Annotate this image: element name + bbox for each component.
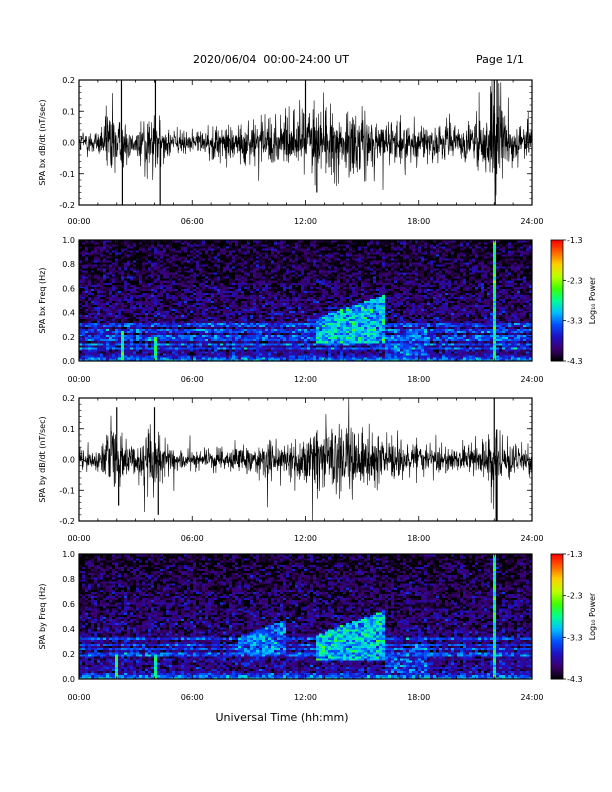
x-tick-label: 06:00 <box>181 217 204 226</box>
x-tick-label: 18:00 <box>407 534 430 543</box>
y-tick-label: -0.1 <box>59 170 75 179</box>
x-tick-label: 06:00 <box>181 693 204 702</box>
colorbar-tick-label: -3.3 <box>567 317 583 326</box>
x-tick-label: 24:00 <box>520 534 543 543</box>
colorbar-tick-label: -1.3 <box>567 236 583 245</box>
panel-1: 00:00 06:00 12:00 18:00 24:00 -0.2 -0.1 0.0 0.1 0… <box>38 76 544 226</box>
x-tick-label: 12:00 <box>294 217 317 226</box>
colorbar-tick-label: -2.3 <box>567 276 583 285</box>
y-axis-label: SPA bx dB/dt (nT/sec) <box>38 99 47 185</box>
y-tick-label: 0.0 <box>62 456 75 465</box>
y-tick-label: 0.0 <box>62 139 75 148</box>
x-tick-label: 18:00 <box>407 693 430 702</box>
heatmap-cells <box>79 554 532 679</box>
x-tick-label: 12:00 <box>294 375 317 384</box>
y-tick-label: 0.0 <box>62 675 75 684</box>
y-tick-label: 1.0 <box>62 236 75 245</box>
colorbar-tick-label: -4.3 <box>567 357 583 366</box>
colorbar-label: Log₁₀ Power <box>588 592 597 640</box>
y-tick-label: -0.2 <box>59 201 75 210</box>
x-tick-label: 00:00 <box>67 217 90 226</box>
panel-2: -1.3 -2.3 -3.3 -4.3 Log₁₀ Power 00:00 06:00 12:… <box>38 236 597 384</box>
y-tick-label: 0.1 <box>62 107 75 116</box>
panel-4: -1.3 -2.3 -3.3 -4.3 Log₁₀ Power 00:00 06:00 12:… <box>38 550 597 702</box>
x-tick-label: 24:00 <box>520 375 543 384</box>
y-tick-label: 0.0 <box>62 357 75 366</box>
colorbar: -1.3 -2.3 -3.3 -4.3 Log₁₀ Power <box>551 550 597 684</box>
series-trace <box>79 398 532 521</box>
y-tick-label: 0.4 <box>62 309 75 318</box>
x-tick-label: 00:00 <box>67 693 90 702</box>
panel-3: 00:00 06:00 12:00 18:00 24:00 -0.2 -0.1 0.0 0.1 0… <box>38 394 544 543</box>
colorbar-tick-label: -1.3 <box>567 550 583 559</box>
y-tick-label: 0.2 <box>62 76 75 85</box>
colorbar: -1.3 -2.3 -3.3 -4.3 Log₁₀ Power <box>551 236 597 366</box>
y-tick-label: 0.6 <box>62 600 75 609</box>
y-tick-label: 0.1 <box>62 425 75 434</box>
x-tick-label: 12:00 <box>294 693 317 702</box>
x-axis-title: Universal Time (hh:mm) <box>216 711 349 724</box>
y-tick-label: -0.2 <box>59 517 75 526</box>
heatmap-cells <box>79 240 532 361</box>
x-tick-label: 18:00 <box>407 217 430 226</box>
colorbar-tick-label: -4.3 <box>567 675 583 684</box>
x-tick-label: 24:00 <box>520 693 543 702</box>
x-tick-label: 12:00 <box>294 534 317 543</box>
x-tick-label: 00:00 <box>67 375 90 384</box>
y-axis-label: SPA by Freq (Hz) <box>38 584 47 650</box>
y-tick-label: 0.6 <box>62 284 75 293</box>
y-tick-label: 0.2 <box>62 333 75 342</box>
x-tick-label: 00:00 <box>67 534 90 543</box>
y-axis-label: SPA by dB/dt (nT/sec) <box>38 416 47 502</box>
x-tick-label: 24:00 <box>520 217 543 226</box>
colorbar-tick-label: -2.3 <box>567 592 583 601</box>
y-axis-label: SPA bx Freq (Hz) <box>38 268 47 334</box>
x-tick-label: 06:00 <box>181 375 204 384</box>
x-tick-label: 06:00 <box>181 534 204 543</box>
colorbar-tick-label: -3.3 <box>567 633 583 642</box>
y-tick-label: 0.8 <box>62 260 75 269</box>
y-tick-label: 0.2 <box>62 394 75 403</box>
y-tick-label: 0.2 <box>62 650 75 659</box>
colorbar-label: Log₁₀ Power <box>588 276 597 324</box>
x-tick-label: 18:00 <box>407 375 430 384</box>
y-tick-label: 0.8 <box>62 575 75 584</box>
y-tick-label: 1.0 <box>62 550 75 559</box>
y-tick-label: 0.4 <box>62 625 75 634</box>
y-tick-label: -0.1 <box>59 486 75 495</box>
